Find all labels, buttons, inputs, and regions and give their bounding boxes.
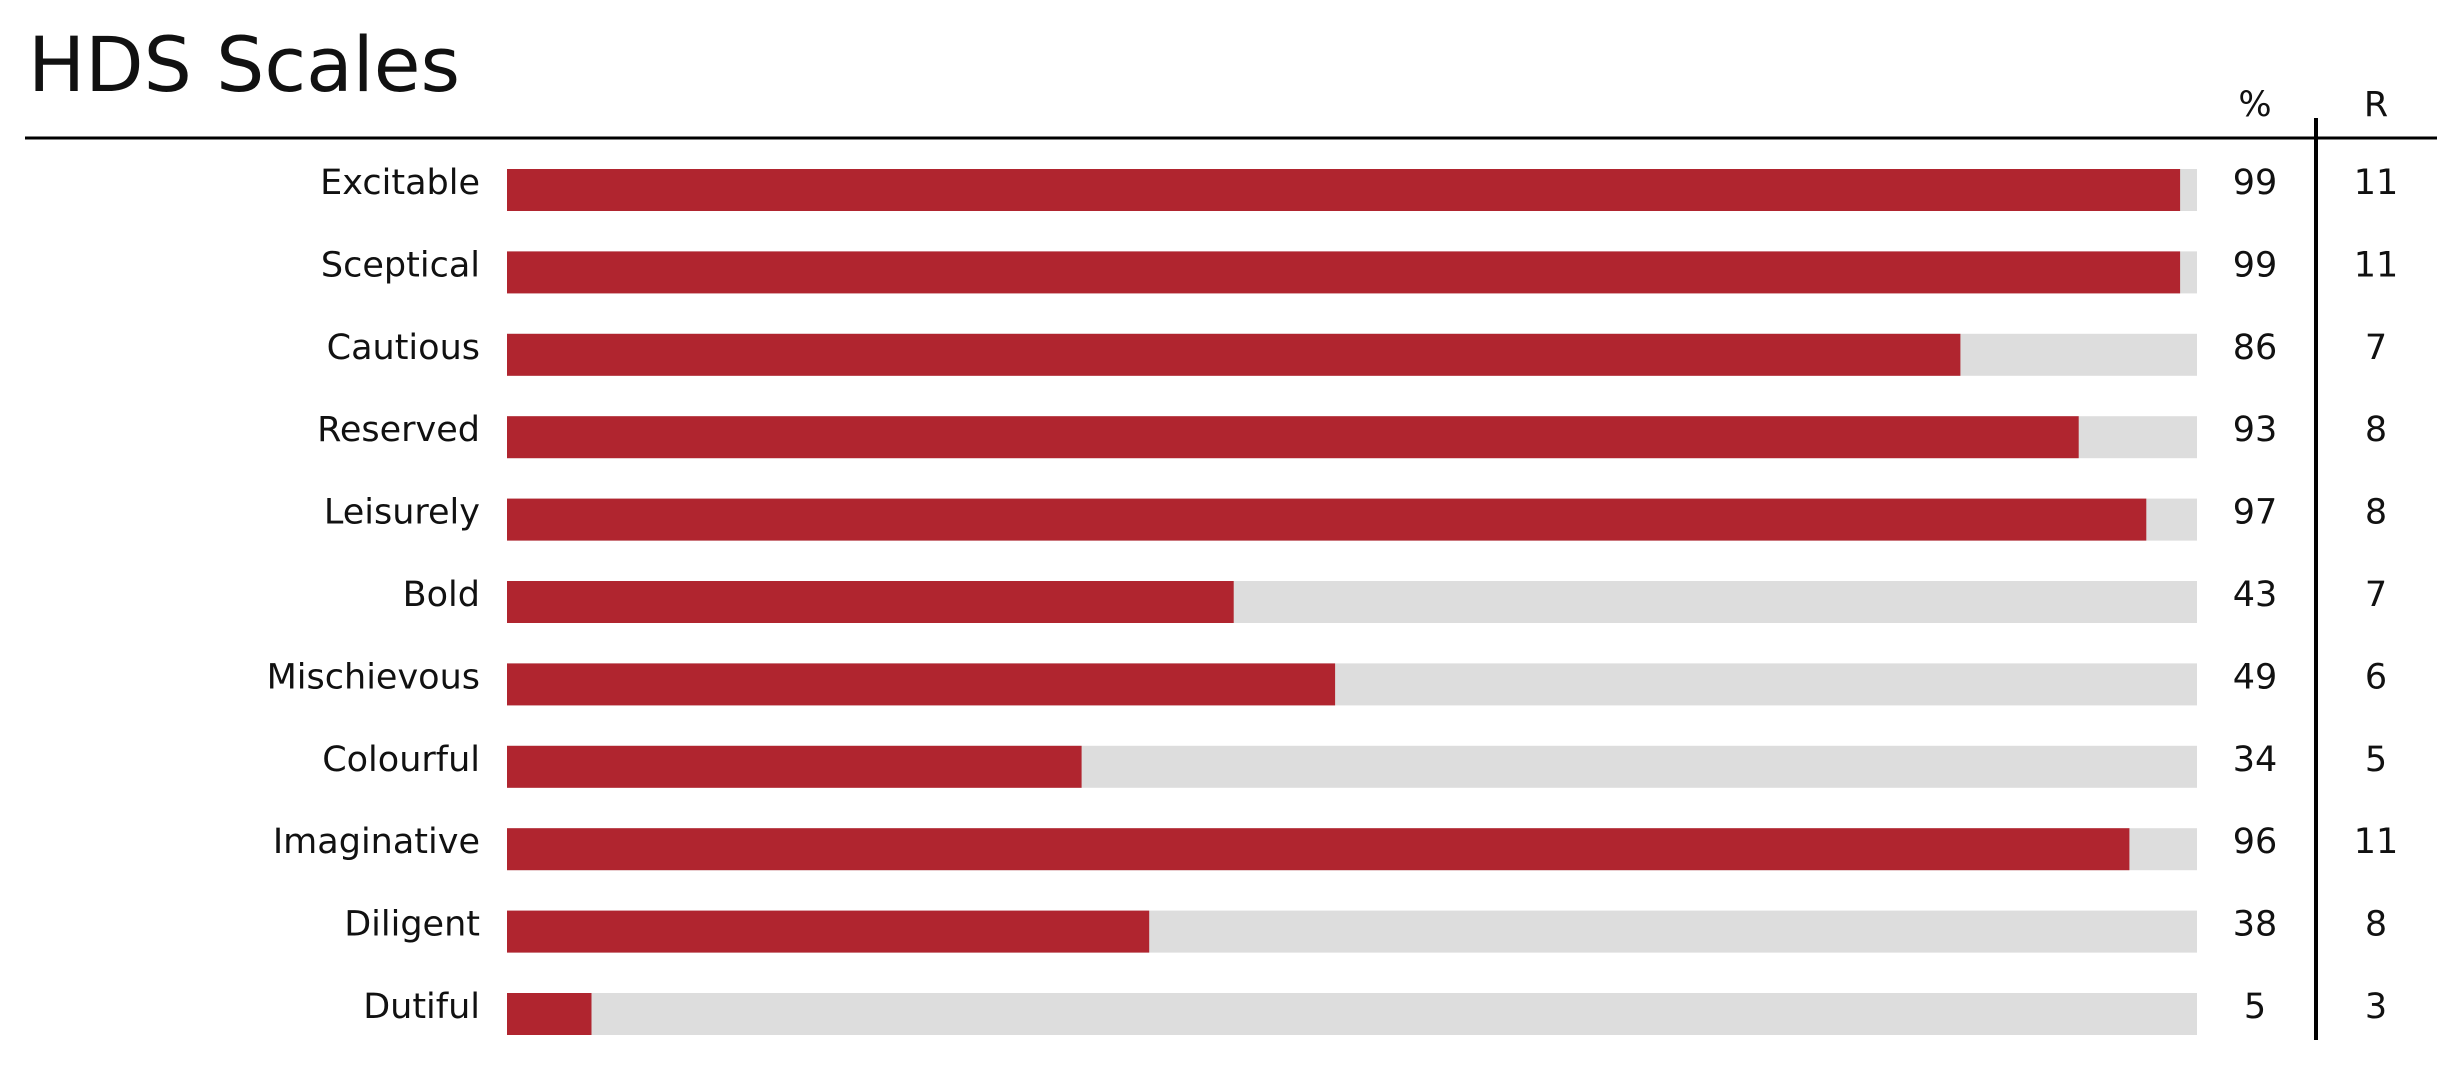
bar: [507, 663, 1336, 706]
category-label: Dutiful: [363, 987, 480, 1027]
value-label: 34: [2233, 740, 2278, 780]
bar-track: [507, 993, 2197, 1035]
bar: [507, 993, 592, 1035]
r-value: 7: [2365, 328, 2387, 368]
value-label: 93: [2233, 410, 2278, 450]
category-label: Imaginative: [273, 822, 480, 862]
r-value: 11: [2354, 245, 2399, 285]
r-value: 8: [2365, 493, 2387, 533]
category-label: Leisurely: [324, 493, 480, 533]
value-label: 49: [2233, 657, 2278, 697]
bar: [507, 169, 2181, 211]
category-label: Bold: [403, 575, 480, 615]
value-header: %: [2238, 85, 2271, 125]
chart-title: HDS Scales: [28, 20, 460, 109]
value-label: 96: [2233, 822, 2278, 862]
bar: [507, 581, 1234, 623]
value-label: 38: [2233, 905, 2278, 945]
category-label: Reserved: [317, 410, 480, 450]
bar: [507, 251, 2181, 294]
r-value: 8: [2365, 410, 2387, 450]
r-value: 6: [2365, 657, 2387, 697]
bar: [507, 745, 1082, 788]
bar: [507, 910, 1150, 953]
bar: [507, 498, 2147, 541]
category-label: Sceptical: [321, 245, 480, 285]
r-value: 11: [2354, 163, 2399, 203]
bar: [507, 416, 2079, 459]
category-label: Cautious: [327, 328, 480, 368]
r-value: 11: [2354, 822, 2399, 862]
category-label: Mischievous: [267, 657, 480, 697]
category-label: Excitable: [320, 163, 480, 203]
value-label: 86: [2233, 328, 2278, 368]
category-label: Diligent: [344, 905, 480, 945]
bar: [507, 333, 1961, 376]
category-label: Colourful: [322, 740, 480, 780]
r-value: 8: [2365, 905, 2387, 945]
r-value: 5: [2365, 740, 2387, 780]
r-value: 7: [2365, 575, 2387, 615]
value-label: 99: [2233, 245, 2278, 285]
bar: [507, 828, 2130, 871]
value-label: 99: [2233, 163, 2278, 203]
value-label: 97: [2233, 493, 2278, 533]
r-value: 3: [2365, 987, 2387, 1027]
r-header: R: [2364, 85, 2388, 125]
value-label: 5: [2244, 987, 2266, 1027]
value-label: 43: [2233, 575, 2278, 615]
